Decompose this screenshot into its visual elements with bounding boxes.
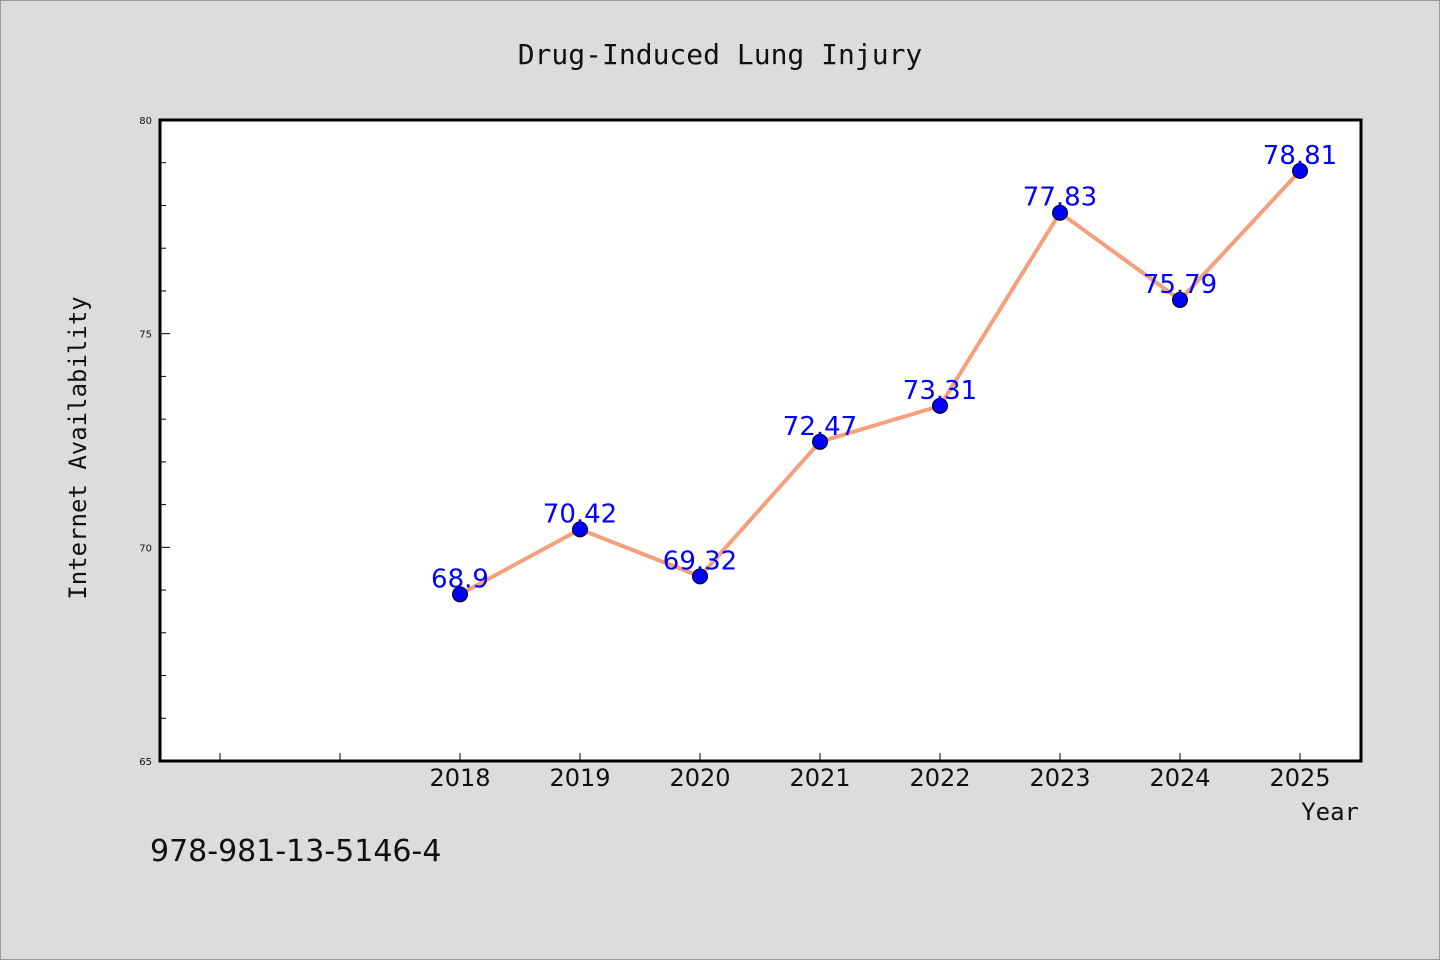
y-tick-label: 80 (139, 116, 152, 127)
series-marker-layer (452, 162, 1308, 603)
x-tick-labels: 2018 2019 2020 2021 2022 2023 2024 2025 (429, 764, 1330, 792)
data-point (1052, 204, 1068, 221)
data-label: 73.31 (903, 376, 977, 406)
series-line-layer (459, 169, 1302, 597)
data-label: 75.79 (1143, 270, 1217, 300)
data-point (932, 397, 948, 414)
y-axis-label: Internet Availability (64, 296, 92, 599)
data-label: 78.81 (1263, 141, 1337, 171)
data-label: 72.47 (783, 412, 857, 442)
data-point (812, 433, 828, 450)
x-axis-label: Year (1301, 798, 1359, 826)
x-tick-label: 2021 (789, 764, 850, 792)
data-point (692, 568, 708, 585)
x-tick-label: 2020 (669, 764, 730, 792)
data-label: 77.83 (1023, 183, 1097, 213)
x-tick-label: 2019 (549, 764, 610, 792)
x-tick-label: 2025 (1269, 764, 1330, 792)
y-tick-label: 65 (139, 757, 152, 768)
series-line (459, 169, 1302, 597)
data-point (1292, 162, 1308, 179)
data-label: 68.9 (431, 564, 489, 594)
data-point (1172, 291, 1188, 308)
x-tick-label: 2022 (909, 764, 970, 792)
x-tick-label: 2023 (1029, 764, 1090, 792)
x-tick-label: 2024 (1149, 764, 1210, 792)
data-label: 69.32 (663, 546, 737, 576)
y-tick-labels: 65 70 75 80 (139, 116, 152, 768)
chart-title: Drug-Induced Lung Injury (518, 38, 923, 71)
data-point (452, 586, 468, 603)
caption-text: 978-981-13-5146-4 (150, 834, 442, 869)
data-point (572, 521, 588, 538)
data-label: 70.42 (543, 499, 617, 529)
x-tick-label: 2018 (429, 764, 490, 792)
y-tick-label: 70 (139, 543, 152, 554)
y-tick-label: 75 (139, 330, 152, 341)
plot-border (158, 118, 1363, 763)
data-label-layer: 68.9 70.42 69.32 72.47 73.31 77.83 75.79 78.81 (431, 141, 1337, 594)
plot-area (160, 120, 1361, 761)
